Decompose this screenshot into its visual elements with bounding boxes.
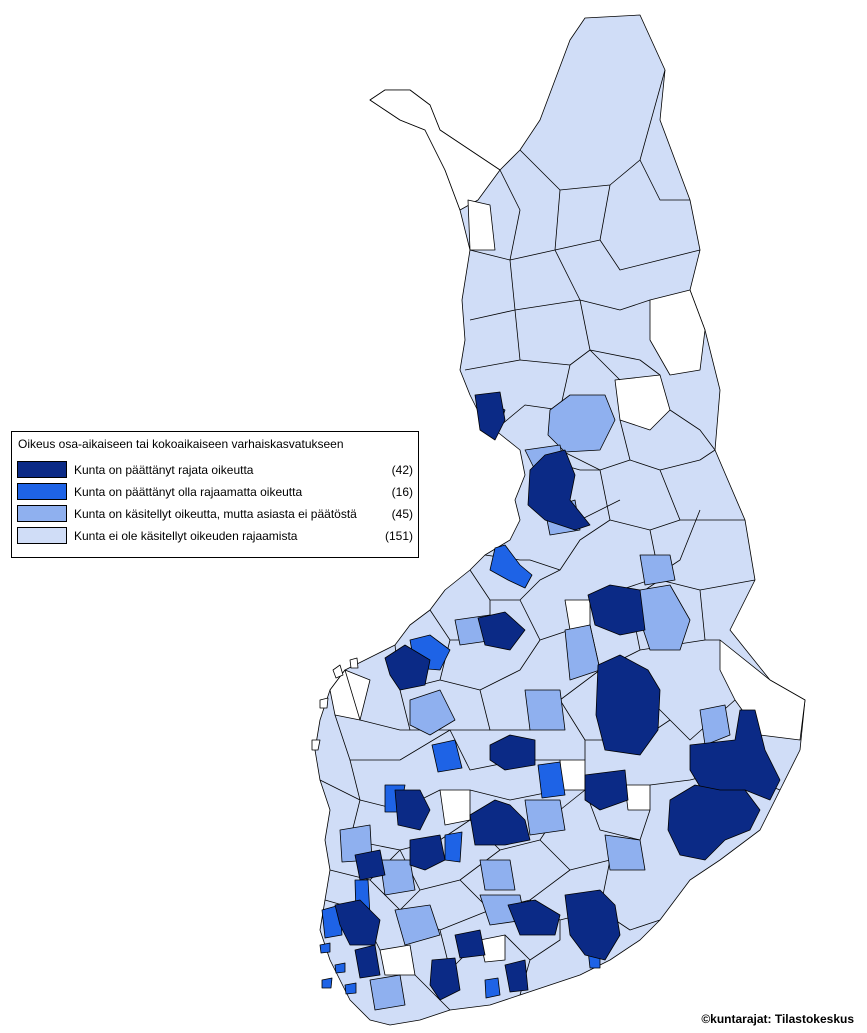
region-dark [587,584,646,636]
region-dark [507,899,561,936]
region-medium [369,974,406,1011]
region-medium [394,904,441,946]
region-dark [489,734,536,771]
region-dark [469,799,531,846]
legend-count: (151) [384,529,413,543]
region-medium [524,689,566,731]
region-bright [489,544,533,589]
region-white [369,89,501,211]
map-credit: ©kuntarajat: Tilastokeskus [701,1012,854,1026]
legend-title: Oikeus osa-aikaiseen tai kokoaikaiseen v… [18,437,344,451]
legend-count: (42) [391,463,413,477]
region-dark [595,654,661,756]
region-medium [547,394,616,453]
region-bright [537,761,566,799]
legend-label: Kunta on käsitellyt oikeutta, mutta asia… [74,507,357,521]
legend-item-ei-kasitellyt: Kunta ei ole käsitellyt oikeuden rajaami… [17,527,415,545]
region-dark [354,944,381,979]
region-white [379,944,416,976]
region-dark [527,449,591,531]
region-white [649,289,706,376]
region-bright [431,739,463,773]
region-white [719,639,806,741]
legend-swatch-dark [17,461,67,478]
legend-item-rajata: Kunta on päättänyt rajata oikeutta (42) [17,461,415,479]
region-dark [454,929,486,959]
region-medium [479,859,516,891]
region-white [439,789,471,826]
region-dark [504,959,529,993]
legend-label: Kunta on päättänyt olla rajaamatta oikeu… [74,485,303,499]
region-medium [699,704,731,746]
region-dark [474,391,506,441]
region-medium [379,859,416,896]
legend-swatch-bright [17,483,67,500]
legend-count: (45) [391,507,413,521]
region-white [624,784,651,811]
region-dark [384,644,431,691]
legend-count: (16) [391,485,413,499]
region-dark [584,769,629,811]
region-dark [409,834,446,871]
region-dark [564,889,621,961]
region-medium [604,834,646,871]
legend-label: Kunta on päättänyt rajata oikeutta [74,463,254,477]
legend-item-rajaamatta: Kunta on päättänyt olla rajaamatta oikeu… [17,483,415,501]
legend-swatch-medium [17,505,67,522]
region-medium [524,799,566,836]
map-legend: Oikeus osa-aikaiseen tai kokoaikaiseen v… [11,431,419,558]
region-dark [394,789,431,831]
region-bright [444,831,463,863]
region-white [467,199,496,251]
region-dark [667,784,761,861]
legend-label: Kunta ei ole käsitellyt oikeuden rajaami… [74,529,298,543]
region-bright [484,977,501,999]
region-white [614,374,671,431]
legend-swatch-light [17,527,67,544]
region-medium [639,554,676,586]
region-dark [429,957,461,1001]
region-dark [354,849,386,881]
legend-item-kasitellyt: Kunta on käsitellyt oikeutta, mutta asia… [17,505,415,523]
region-dark [477,611,526,651]
region-medium [409,689,456,736]
